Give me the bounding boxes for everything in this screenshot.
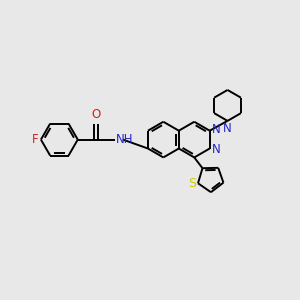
Text: N: N	[212, 143, 220, 156]
Text: O: O	[92, 108, 101, 121]
Text: N: N	[212, 123, 220, 136]
Text: NH: NH	[116, 133, 133, 146]
Text: F: F	[32, 133, 39, 146]
Text: S: S	[188, 177, 196, 190]
Text: N: N	[223, 122, 232, 135]
